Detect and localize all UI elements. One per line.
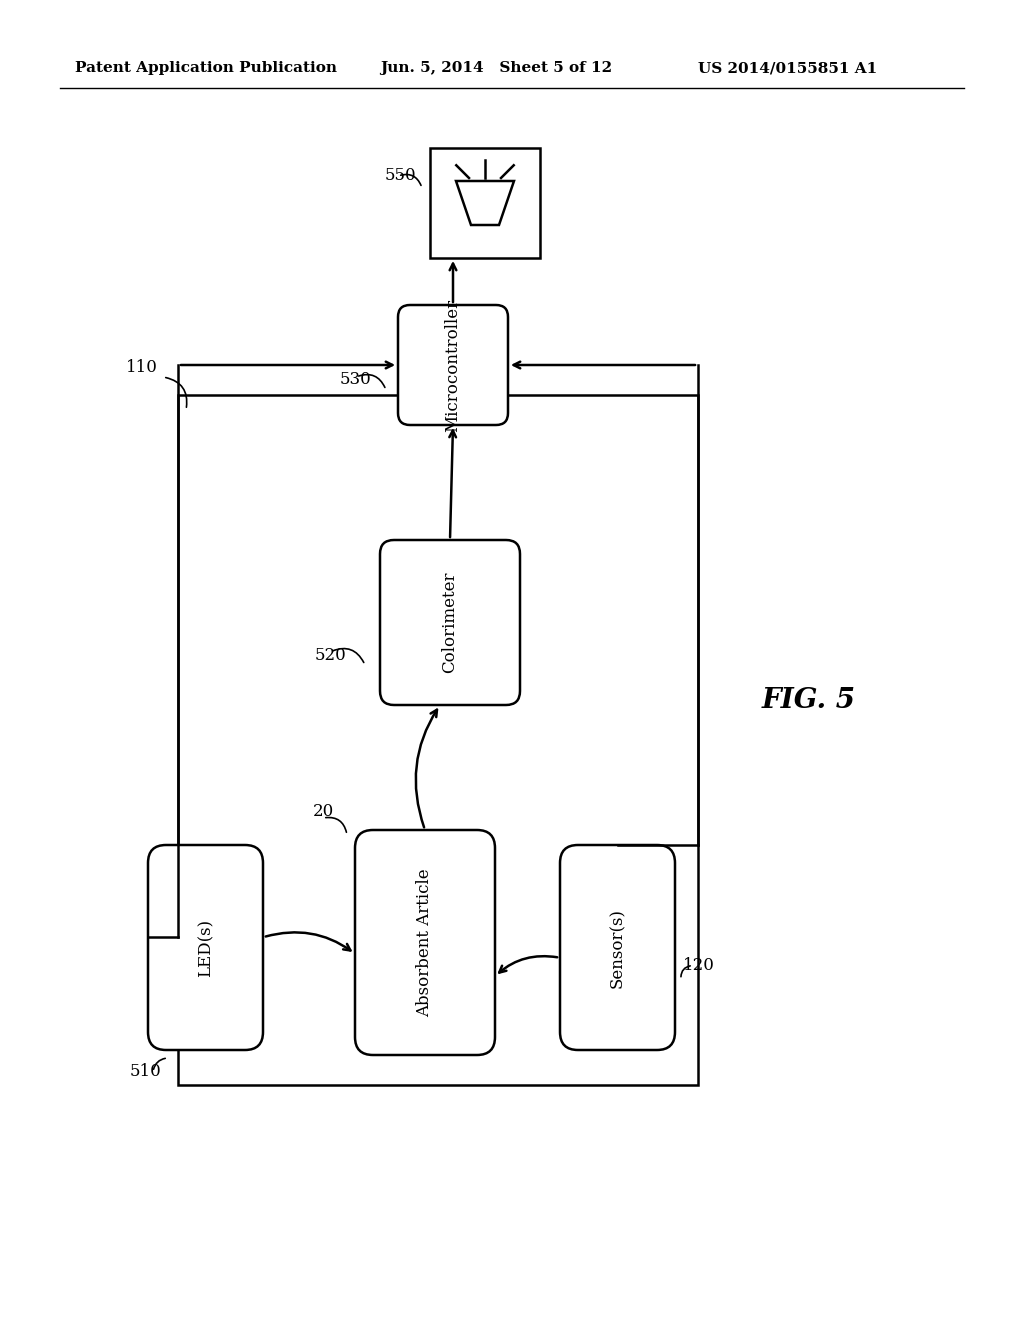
Bar	[178, 395, 698, 1085]
Text: 550: 550	[385, 168, 417, 185]
Text: Microcontroller: Microcontroller	[444, 298, 462, 432]
FancyBboxPatch shape	[380, 540, 520, 705]
FancyBboxPatch shape	[355, 830, 495, 1055]
Text: LED(s): LED(s)	[197, 919, 214, 977]
Text: 20: 20	[313, 804, 334, 821]
Text: Jun. 5, 2014   Sheet 5 of 12: Jun. 5, 2014 Sheet 5 of 12	[380, 61, 612, 75]
Text: 520: 520	[315, 647, 347, 664]
Text: 120: 120	[683, 957, 715, 974]
Text: Colorimeter: Colorimeter	[441, 572, 459, 673]
Bar	[430, 148, 540, 257]
Text: 530: 530	[340, 371, 372, 388]
FancyBboxPatch shape	[398, 305, 508, 425]
Text: Absorbent Article: Absorbent Article	[417, 869, 433, 1016]
Text: US 2014/0155851 A1: US 2014/0155851 A1	[698, 61, 878, 75]
Text: 110: 110	[126, 359, 158, 375]
FancyBboxPatch shape	[148, 845, 263, 1049]
Text: 510: 510	[130, 1064, 162, 1081]
Text: Sensor(s): Sensor(s)	[609, 908, 626, 987]
FancyBboxPatch shape	[560, 845, 675, 1049]
Text: Patent Application Publication: Patent Application Publication	[75, 61, 337, 75]
Text: FIG. 5: FIG. 5	[762, 686, 856, 714]
